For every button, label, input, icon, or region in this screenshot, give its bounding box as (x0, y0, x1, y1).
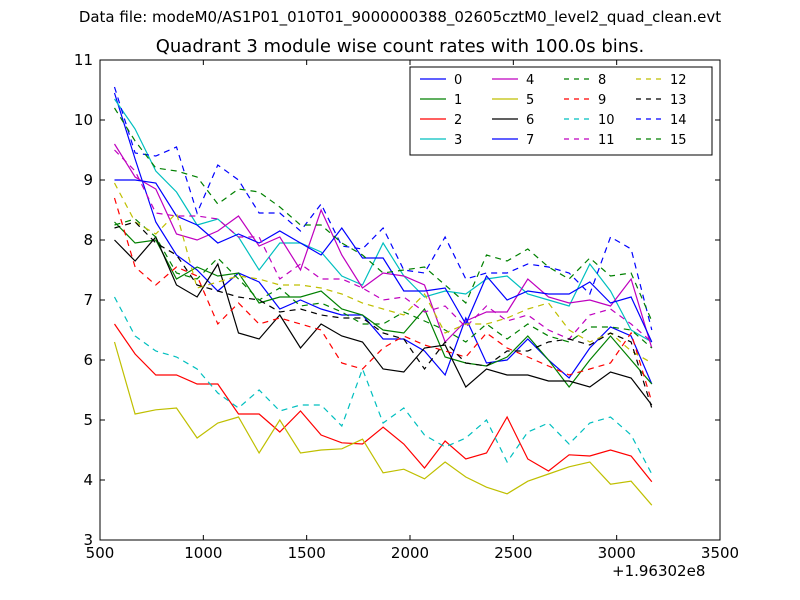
y-tick-label: 7 (83, 291, 93, 309)
series-line-14 (113, 86, 653, 331)
series-line-3 (114, 98, 653, 343)
series-line-1 (114, 221, 653, 388)
y-tick-label: 11 (74, 51, 93, 69)
series-line-10 (113, 296, 653, 475)
legend-label-0: 0 (454, 73, 462, 88)
legend-label-14: 14 (670, 113, 687, 128)
x-axis-offset-label: +1.96302e8 (612, 562, 706, 580)
x-tick-label: 2500 (494, 544, 532, 562)
legend-label-13: 13 (670, 93, 687, 108)
x-tick-label: 3000 (598, 544, 636, 562)
legend-label-9: 9 (598, 93, 606, 108)
series-line-5 (113, 341, 653, 506)
series-line-9 (113, 197, 653, 403)
x-tick-label: 1500 (288, 544, 326, 562)
legend-label-12: 12 (670, 73, 687, 88)
y-tick-label: 10 (74, 111, 93, 129)
series-line-12 (113, 182, 653, 364)
x-tick-label: 3500 (701, 544, 739, 562)
series-line-11 (114, 149, 653, 343)
y-tick-label: 5 (83, 411, 93, 429)
chart-title: Quadrant 3 module wise count rates with … (155, 36, 645, 57)
series-line-2 (114, 323, 653, 483)
legend-label-3: 3 (454, 133, 462, 148)
legend-frame (409, 66, 713, 156)
legend-label-8: 8 (598, 73, 606, 88)
y-tick-label: 4 (83, 471, 93, 489)
series-layer (113, 86, 653, 506)
series-line-7 (114, 179, 653, 343)
x-tick-label: 2000 (391, 544, 429, 562)
legend-label-7: 7 (526, 133, 534, 148)
series-line-15 (113, 107, 653, 322)
legend-label-5: 5 (526, 93, 534, 108)
legend-label-4: 4 (526, 73, 534, 88)
y-tick-label: 3 (83, 531, 93, 549)
series-line-6 (114, 235, 653, 406)
legend-label-15: 15 (670, 133, 687, 148)
x-tick-label: 500 (86, 544, 115, 562)
series-line-13 (114, 221, 653, 409)
file-title: Data file: modeM0/AS1P01_010T01_90000003… (78, 8, 722, 26)
legend-label-1: 1 (454, 93, 462, 108)
y-tick-label: 6 (83, 351, 93, 369)
legend-label-11: 11 (598, 133, 615, 148)
y-tick-label: 8 (83, 231, 93, 249)
series-line-4 (113, 143, 653, 349)
series-line-8 (114, 218, 653, 349)
legend-label-10: 10 (598, 113, 615, 128)
y-tick-label: 9 (83, 171, 93, 189)
x-tick-label: 1000 (184, 544, 222, 562)
legend-label-6: 6 (526, 113, 534, 128)
legend-label-2: 2 (454, 113, 462, 128)
